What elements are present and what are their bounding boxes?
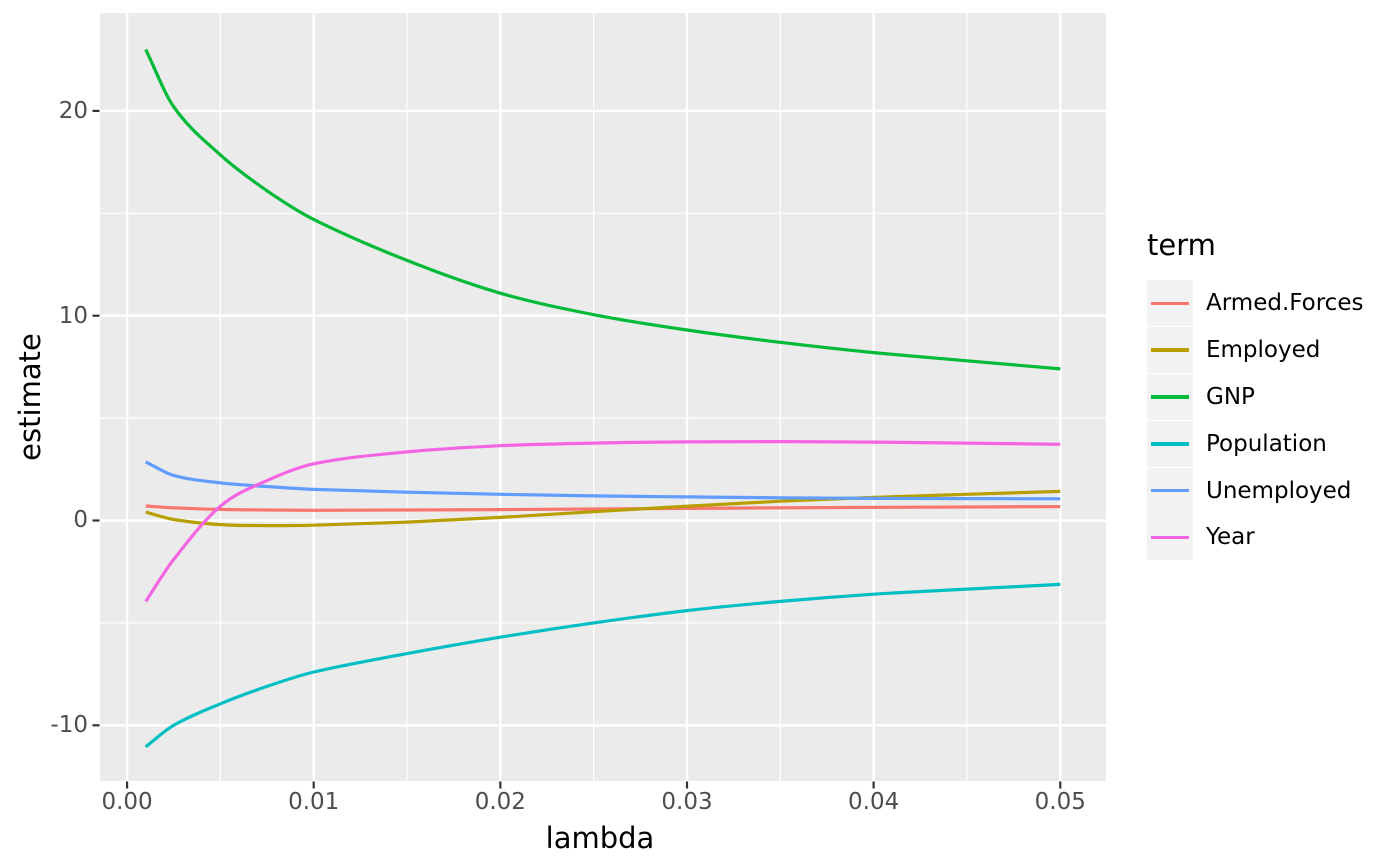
legend-key-line: [1151, 488, 1189, 493]
x-axis-title: lambda: [545, 821, 655, 855]
y-tick-label: 20: [58, 97, 88, 124]
legend: term Armed.Forces Employed GNP Population Un…: [1147, 230, 1363, 561]
legend-key-swatch: [1147, 327, 1193, 374]
legend-title: term: [1147, 228, 1216, 262]
legend-key-line: [1151, 395, 1189, 399]
legend-label: Year: [1206, 524, 1255, 551]
legend-key-swatch: [1147, 280, 1193, 327]
series-line-armed-forces: [145, 504, 1061, 512]
y-tick-label: 10: [58, 302, 88, 329]
x-tick-label: 0.03: [661, 789, 713, 815]
series-line-population: [144, 582, 1061, 749]
x-tick-label: 0.02: [474, 789, 526, 815]
legend-item-gnp: GNP: [1147, 373, 1363, 421]
legend-item-population: Population: [1147, 420, 1363, 467]
x-tick-label: 0.01: [288, 789, 340, 815]
legend-item-year: Year: [1147, 514, 1363, 561]
x-tick-label: 0.04: [848, 789, 900, 815]
y-tick-label: -10: [50, 712, 88, 739]
legend-label: Armed.Forces: [1206, 290, 1364, 317]
y-axis-title: estimate: [13, 333, 47, 461]
series-line-gnp: [144, 48, 1061, 371]
legend-key-swatch: [1147, 467, 1193, 514]
series-line-unemployed: [145, 460, 1061, 501]
legend-key-line: [1151, 441, 1189, 446]
y-tick-label: 0: [73, 507, 88, 534]
legend-key-swatch: [1147, 373, 1193, 420]
legend-item-unemployed: Unemployed: [1147, 467, 1363, 514]
legend-key-line: [1151, 301, 1189, 306]
legend-key-swatch: [1147, 420, 1193, 467]
legend-entries: Armed.Forces Employed GNP Population Unemplo…: [1147, 280, 1363, 561]
legend-label: Population: [1206, 430, 1327, 457]
legend-label: Employed: [1206, 337, 1321, 364]
x-tick-label: 0.00: [101, 789, 153, 815]
legend-label: Unemployed: [1206, 477, 1352, 504]
legend-key-line: [1151, 348, 1189, 352]
x-tick-label: 0.05: [1034, 789, 1086, 815]
legend-item-employed: Employed: [1147, 327, 1363, 374]
legend-item-armed-forces: Armed.Forces: [1147, 280, 1363, 327]
panel-background: [100, 13, 1106, 781]
legend-label: GNP: [1206, 383, 1255, 410]
legend-key-swatch: [1147, 514, 1193, 561]
series-line-year: [144, 440, 1061, 603]
legend-key-line: [1151, 535, 1189, 540]
